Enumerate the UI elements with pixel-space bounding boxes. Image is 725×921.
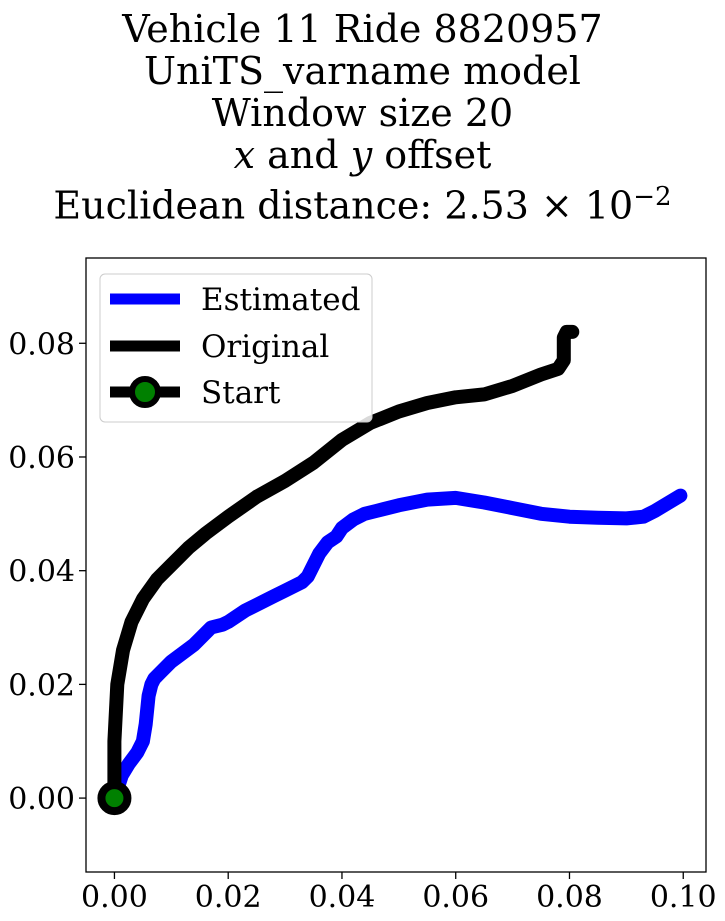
title-line-5: Euclidean distance: 2.53 × 10−2 [0, 175, 725, 228]
y-tick-label: 0.02 [8, 668, 75, 703]
y-tick-label: 0.04 [8, 555, 75, 590]
title-distance: Euclidean distance: 2.53 × 10 [53, 183, 634, 228]
title-line-4: x and y offset [0, 133, 725, 177]
x-tick-label: 0.02 [195, 880, 262, 915]
x-tick-label: 0.10 [650, 880, 717, 915]
legend-start-marker [129, 376, 161, 408]
series-start-marker [97, 781, 132, 816]
title-x-var: x [233, 133, 256, 177]
title-y-var: y [350, 133, 373, 177]
ticks-layer: 0.00 0.02 0.04 0.06 0.08 0.10 0.00 0.02 0.04 0.06… [8, 327, 716, 915]
x-tick-label: 0.08 [536, 880, 603, 915]
y-tick-label: 0.06 [8, 441, 75, 476]
title-distance-exponent: −2 [633, 182, 672, 212]
series-estimated-line [107, 488, 688, 806]
title-line-3: Window size 20 [211, 91, 514, 135]
x-tick-label: 0.00 [81, 880, 148, 915]
legend-box [99, 273, 373, 423]
legend-start-label: Start [201, 375, 281, 411]
y-tick-label: 0.08 [8, 327, 75, 362]
title-line-1: Vehicle 11 Ride 8820957 [122, 7, 603, 51]
title-and: and [255, 133, 351, 177]
legend-estimated-label: Estimated [201, 282, 360, 318]
title-offset: offset [372, 133, 492, 177]
y-tick-label: 0.00 [8, 782, 75, 817]
axes-frame [85, 257, 707, 873]
x-tick-label: 0.06 [422, 880, 489, 915]
series-layer [97, 324, 688, 816]
series-original-line [107, 324, 580, 806]
title-line-2: UniTS_varname model [144, 49, 581, 93]
legend-original-label: Original [201, 329, 329, 365]
legend: Estimated Original Start [99, 273, 373, 423]
x-tick-label: 0.04 [309, 880, 376, 915]
